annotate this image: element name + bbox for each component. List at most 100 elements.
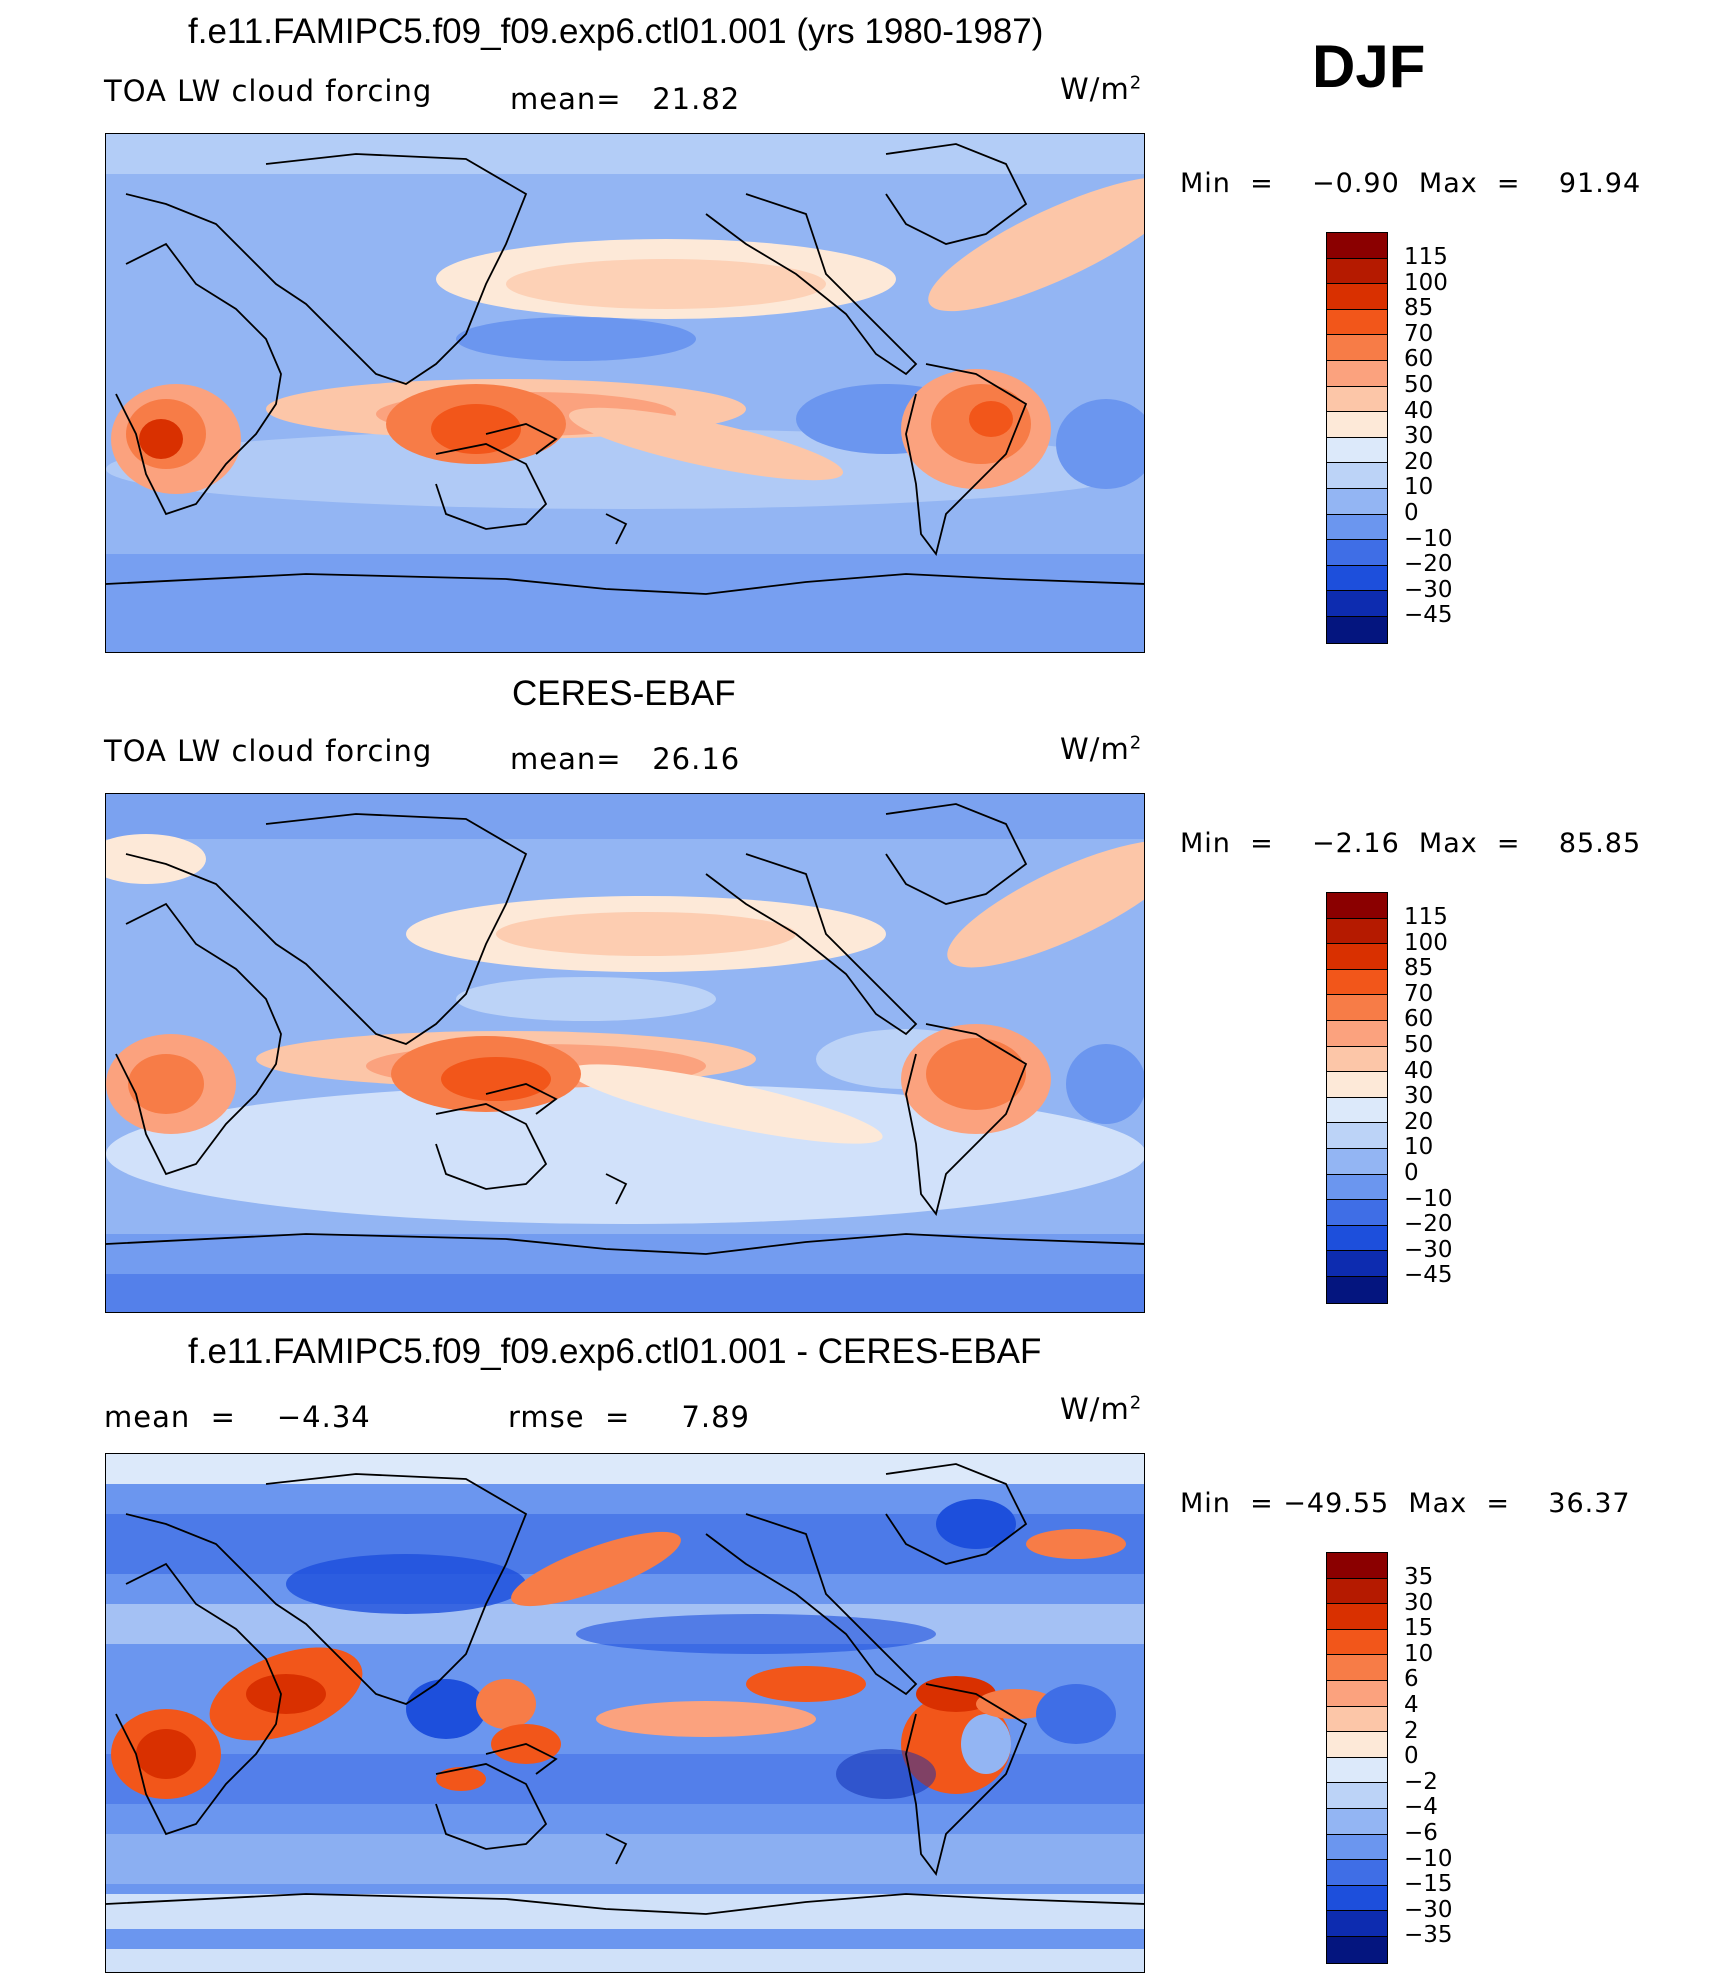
panel3-colorbar-swatch: [1327, 1757, 1387, 1784]
panel2-colorbar-label: −20: [1404, 1211, 1453, 1238]
panel1-colorbar-swatch: [1327, 463, 1387, 489]
panel3-colorbar-label: −10: [1404, 1845, 1453, 1872]
panel2-colorbar-swatch: [1327, 1020, 1387, 1047]
panel3-title: f.e11.FAMIPC5.f09_f09.exp6.ctl01.001 - C…: [188, 1332, 1042, 1371]
panel3-colorbar-label: −35: [1404, 1922, 1453, 1949]
panel3-colorbar-label: 30: [1404, 1589, 1434, 1616]
panel1-colorbar-label: −10: [1404, 525, 1453, 552]
panel1-colorbar-swatch: [1327, 386, 1387, 413]
panel3-colorbar-label: 4: [1404, 1691, 1419, 1718]
panel3-colorbar-swatch: [1327, 1885, 1387, 1912]
panel3-rmse-label: rmse = 7.89: [508, 1400, 751, 1434]
panel3-colorbar-swatch: [1327, 1629, 1387, 1656]
panel1-colorbar-label: −45: [1404, 602, 1453, 629]
panel1-colorbar-swatch: [1327, 258, 1387, 285]
panel1-colorbar-label: 85: [1404, 295, 1434, 322]
panel1-colorbar-label: −20: [1404, 551, 1453, 578]
panel2-colorbar-label: 0: [1404, 1159, 1419, 1186]
panel1-colorbar-label: 115: [1404, 244, 1448, 270]
panel2-colorbar-swatch: [1327, 1276, 1387, 1303]
panel1-colorbar-swatch: [1327, 360, 1387, 387]
panel1-colorbar-swatch: [1327, 233, 1387, 259]
panel1-mean-label: mean= 21.82: [510, 82, 741, 116]
panel3-colorbar-label: 0: [1404, 1743, 1419, 1770]
panel2-colorbar-swatch: [1327, 1200, 1387, 1226]
panel2-colorbar-label: −30: [1404, 1236, 1453, 1263]
panel2-colorbar-swatch: [1327, 1174, 1387, 1201]
panel2-colorbar-label: 85: [1404, 955, 1434, 982]
panel1-colorbar-swatch: [1327, 540, 1387, 566]
panel2-colorbar-swatch: [1327, 1148, 1387, 1175]
panel3-colorbar-swatch: [1327, 1604, 1387, 1630]
panel1-colorbar-swatch: [1327, 309, 1387, 336]
panel1-variable-label: TOA LW cloud forcing: [104, 74, 433, 108]
panel2-colorbar-label: 60: [1404, 1006, 1434, 1033]
panel3-min-max: Min = −49.55 Max = 36.37: [1180, 1488, 1631, 1519]
panel1-title: f.e11.FAMIPC5.f09_f09.exp6.ctl01.001 (yr…: [188, 12, 1044, 51]
panel1-colorbar-label: −30: [1404, 576, 1453, 603]
panel2-map: [105, 793, 1145, 1313]
panel2-colorbar-label: 10: [1404, 1134, 1434, 1161]
panel1-colorbar-swatch: [1327, 514, 1387, 541]
panel3-colorbar-label: −30: [1404, 1896, 1453, 1923]
panel2-min-max: Min = −2.16 Max = 85.85: [1180, 828, 1642, 859]
panel1-colorbar-swatch: [1327, 616, 1387, 643]
panel2-colorbar-swatch: [1327, 1097, 1387, 1124]
panel1-colorbar-swatch: [1327, 412, 1387, 438]
panel2-colorbar-label: 30: [1404, 1083, 1434, 1110]
panel2-colorbar-label: 100: [1404, 929, 1448, 956]
panel1-colorbar-label: 40: [1404, 397, 1434, 424]
panel2-map-svg: [106, 794, 1144, 1312]
panel1-colorbar-swatch: [1327, 565, 1387, 592]
panel2-units: W/m2: [1060, 732, 1143, 766]
panel3-colorbar-swatch: [1327, 1936, 1387, 1963]
panel1-colorbar-swatch: [1327, 488, 1387, 515]
panel2-colorbar-swatch: [1327, 1225, 1387, 1252]
panel1-map: [105, 133, 1145, 653]
panel2-colorbar-swatch: [1327, 1046, 1387, 1073]
panel3-colorbar-swatch: [1327, 1655, 1387, 1681]
panel3-mean-label: mean = −4.34: [104, 1400, 371, 1434]
panel1-colorbar-label: 0: [1404, 499, 1419, 526]
panel2-colorbar-swatch: [1327, 918, 1387, 945]
panel1-units: W/m2: [1060, 72, 1143, 106]
panel3-colorbar: [1326, 1552, 1388, 1964]
panel1-map-svg: [106, 134, 1144, 652]
panel2-colorbar-label: 20: [1404, 1108, 1434, 1135]
panel3-colorbar-label: −6: [1404, 1819, 1438, 1846]
panel1-colorbar-swatch: [1327, 335, 1387, 361]
panel3-map-svg: [106, 1454, 1144, 1972]
panel2-colorbar-label: −10: [1404, 1185, 1453, 1212]
panel2-colorbar-label: 40: [1404, 1057, 1434, 1084]
panel2-colorbar-swatch: [1327, 944, 1387, 970]
panel2-colorbar-swatch: [1327, 1072, 1387, 1098]
panel3-colorbar-label: 10: [1404, 1640, 1434, 1667]
panel3-colorbar-label: 6: [1404, 1666, 1419, 1693]
panel3-colorbar-swatch: [1327, 1732, 1387, 1758]
panel2-colorbar-swatch: [1327, 995, 1387, 1021]
panel1-colorbar-label: 70: [1404, 320, 1434, 347]
panel1-colorbar-swatch: [1327, 437, 1387, 464]
panel1-colorbar-label: 50: [1404, 371, 1434, 398]
panel3-colorbar-labels: 35 30 15 10 6 4 2 0 −2 −4 −6 −10 −15 −30…: [1404, 1564, 1453, 1949]
panel1-colorbar-label: 60: [1404, 346, 1434, 373]
panel3-colorbar-swatch: [1327, 1808, 1387, 1835]
panel3-colorbar-label: −4: [1404, 1794, 1438, 1821]
panel3-colorbar-swatch: [1327, 1834, 1387, 1861]
panel2-variable-label: TOA LW cloud forcing: [104, 734, 433, 768]
panel3-map: [105, 1453, 1145, 1973]
panel1-colorbar-label: 30: [1404, 423, 1434, 450]
panel2-colorbar-label: 50: [1404, 1031, 1434, 1058]
panel1-min-max: Min = −0.90 Max = 91.94: [1180, 168, 1642, 199]
panel1-colorbar-labels: 115 100 85 70 60 50 40 30 20 10 0 −10 −2…: [1404, 244, 1453, 629]
panel3-colorbar-swatch: [1327, 1578, 1387, 1605]
panel3-colorbar-label: 35: [1404, 1564, 1434, 1590]
panel2-colorbar-swatch: [1327, 1251, 1387, 1277]
panel3-colorbar-swatch: [1327, 1680, 1387, 1707]
panel3-colorbar-label: 15: [1404, 1615, 1434, 1642]
panel1-colorbar-label: 20: [1404, 448, 1434, 475]
panel3-colorbar-label: 2: [1404, 1717, 1419, 1744]
panel2-colorbar-labels: 115 100 85 70 60 50 40 30 20 10 0 −10 −2…: [1404, 904, 1453, 1289]
panel2-colorbar-label: 115: [1404, 904, 1448, 930]
panel2-colorbar-label: −45: [1404, 1262, 1453, 1289]
